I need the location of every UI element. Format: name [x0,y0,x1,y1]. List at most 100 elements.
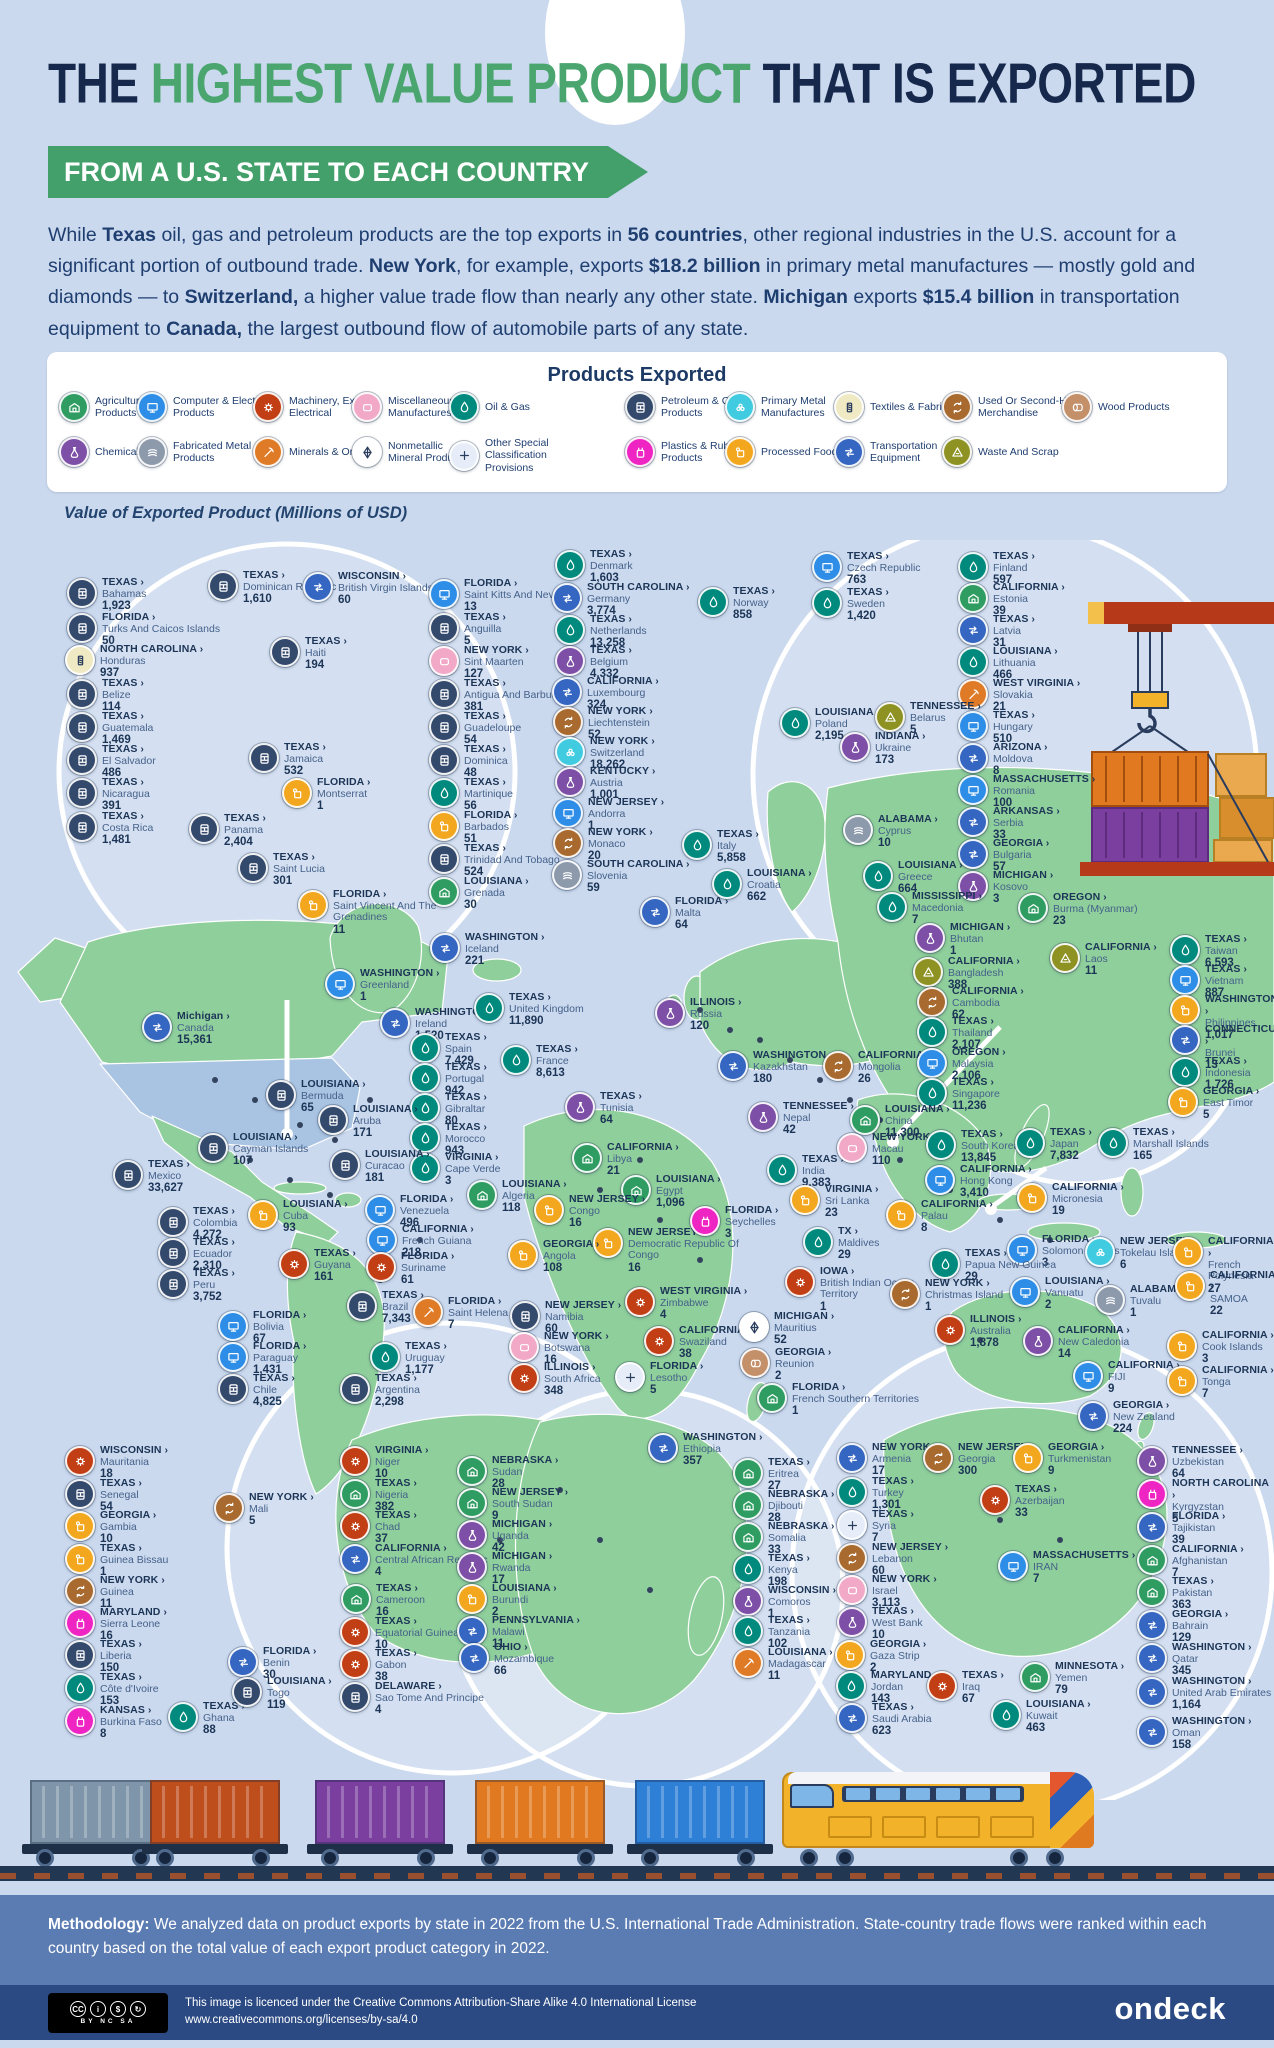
chemicals-icon [59,437,89,467]
nonmetallic-icon [352,437,382,467]
intro-segment: oil, gas and petroleum products are the … [156,224,628,246]
legend-item: Waste And Scrap [942,437,1078,467]
used-icon [942,392,972,422]
legend-item: Machinery, Except Electrical [253,392,383,422]
cc-circle-icon: CC [70,2001,86,2017]
legend-item-label: Waste And Scrap [978,445,1059,458]
cc-circle-icon: i [90,2001,106,2017]
computer-icon [137,392,167,422]
intro-segment: in transportation equipment to [48,286,1180,340]
license-url[interactable]: www.creativecommons.org/licenses/by-sa/4… [185,2014,418,2027]
brand-logo: ondeck [1114,1991,1226,2026]
subtitle-banner: FROM A U.S. STATE TO EACH COUNTRY [48,146,648,198]
title-suffix: THAT IS EXPORTED [750,51,1197,115]
flatcar-base [467,1844,613,1854]
train-wheel [36,1849,54,1867]
intro-segment: Texas [102,224,157,246]
world-map [17,540,1274,1800]
processed-icon [725,437,755,467]
machinery-icon [253,392,283,422]
legend-item-label: Fabricated Metal Products [173,439,252,464]
intro-segment: the largest outbound flow of automobile … [242,317,749,340]
legend-item-label: Used Or Second-Hand Merchandise [978,394,1085,419]
train-wheel [737,1849,755,1867]
train-wheel [836,1849,854,1867]
intro-segment: , for example, exports [455,255,649,278]
legend-item: Oil & Gas [449,392,555,422]
train-container-car [30,1780,160,1844]
legend-item-label: Miscellaneous Manufactures [388,394,455,419]
train-wheel [577,1849,595,1867]
intro-segment: New York [368,255,456,278]
intro-paragraph: While Texas oil, gas and petroleum produ… [48,220,1234,345]
legend-item-label: Minerals & Ores [289,445,365,458]
primary-metal-icon [725,392,755,422]
intro-segment: a higher value trade flow than nearly an… [298,286,764,309]
intro-segment: Switzerland, [184,286,299,309]
legend-item-label: Wood Products [1098,400,1170,413]
agricultural-icon [59,392,89,422]
train-wheel [252,1849,270,1867]
cc-badge-sub: BY NC SA [80,2018,136,2025]
legend-item-label: Plastics & Rubber Products [661,439,745,464]
cc-circle-icon: $ [110,2001,126,2017]
legend-item: Fabricated Metal Products [137,437,283,467]
waste-icon [942,437,972,467]
legend-item: Textiles & Fabrics [834,392,972,422]
legend-panel: Products Exported Agricultural Products C… [47,352,1227,492]
intro-segment: exports [847,286,923,309]
intro-segment: While [48,224,103,246]
legend-item: Petroleum & Coal Products [625,392,747,422]
intro-segment: $18.2 billion [648,255,761,278]
legend-item-label: Processed Foods [761,445,843,458]
train-wheel [1010,1849,1028,1867]
legend-item: Processed Foods [725,437,861,467]
oil-icon [449,392,479,422]
methodology-bar: Methodology: We analyzed data on product… [0,1895,1274,1985]
subtitle-text: FROM A U.S. STATE TO EACH COUNTRY [64,156,589,187]
legend-item: Transportation Equipment [834,437,972,467]
train-container-car [150,1780,280,1844]
legend-item-label: Petroleum & Coal Products [661,394,744,419]
flatcar-base [307,1844,453,1854]
train-wheel [481,1849,499,1867]
rail [0,1866,1274,1871]
intro-segment: , other regional industries in the U.S. … [48,224,1177,278]
legend-item-label: Nonmetallic Mineral Products [388,439,467,464]
legend-item: Miscellaneous Manufactures [352,392,480,422]
intro-segment: in primary metal manufactures — mostly g… [48,255,1196,309]
train-wheel [1046,1849,1064,1867]
legend-item: Chemicals [59,437,171,467]
legend-item-label: Other Special Classification Provisions [485,437,549,474]
legend-item: Nonmetallic Mineral Products [352,437,480,467]
intro-segment: Michigan [763,286,848,309]
train-container-car [475,1780,605,1844]
legend-item: Agricultural Products [59,392,171,422]
legend-item: Minerals & Ores [253,437,383,467]
legend-item-label: Transportation Equipment [870,439,938,464]
textiles-icon [834,392,864,422]
misc-icon [352,392,382,422]
legend-item: Other Special Classification Provisions [449,437,577,474]
train-wheel [321,1849,339,1867]
legend-item-label: Oil & Gas [485,400,530,413]
license-text: This image is licenced under the Creativ… [185,1997,697,2009]
petroleum-icon [625,392,655,422]
bottom-strip [0,2040,1274,2048]
cc-license-badge[interactable]: CC i $ ↻ BY NC SA [48,1993,168,2033]
fabricated-icon [137,437,167,467]
legend-item-label: Computer & Electronic Products [173,394,279,419]
flatcar-base [142,1844,288,1854]
legend-item-label: Primary Metal Manufactures [761,394,826,419]
train-container-car [315,1780,445,1844]
title-highlight: HIGHEST VALUE PRODUCT [150,51,751,115]
legend-item-label: Agricultural Products [95,394,148,419]
cc-circle-icon: ↻ [130,2001,146,2017]
minerals-icon [253,437,283,467]
wood-icon [1062,392,1092,422]
legend-item: Computer & Electronic Products [137,392,283,422]
legend-item-label: Machinery, Except Electrical [289,394,375,419]
plastics-icon [625,437,655,467]
footer-bar: CC i $ ↻ BY NC SA This image is licenced un… [0,1985,1274,2040]
intro-segment: 56 countries [627,224,743,246]
